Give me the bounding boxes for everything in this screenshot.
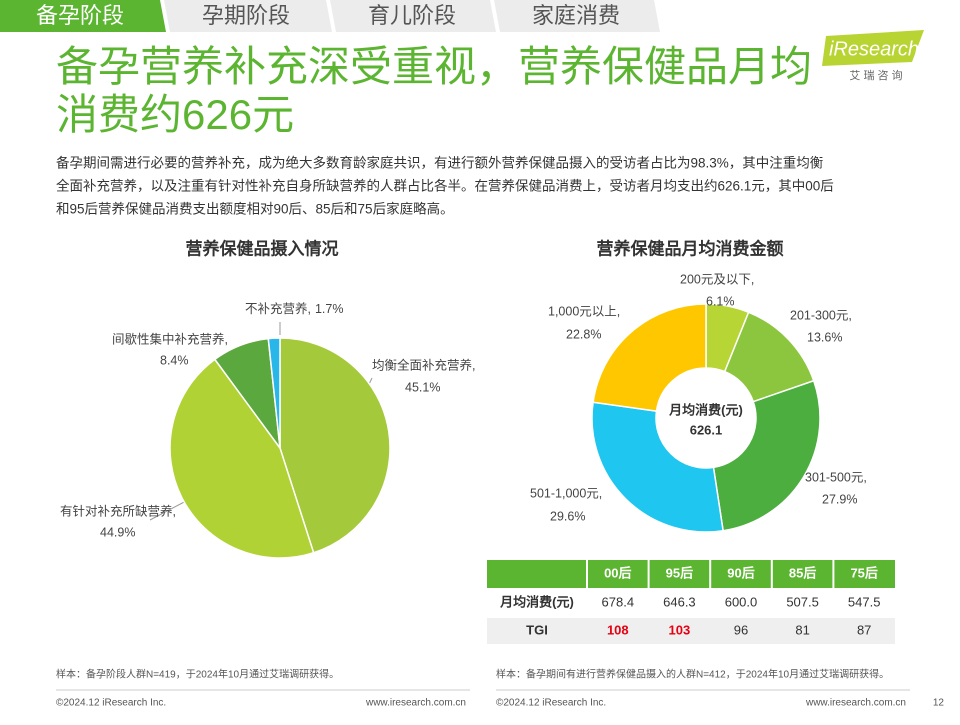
- table-cell: 507.5: [786, 594, 819, 609]
- note: 样本：备孕阶段人群N=419，于2024年10月通过艾瑞调研获得。: [56, 668, 339, 681]
- chart-title: 营养保健品摄入情况: [186, 238, 339, 258]
- table-cell: 87: [857, 622, 871, 637]
- value-label: 6.1%: [706, 294, 735, 308]
- category-label: 1,000元以上,: [548, 304, 620, 318]
- note: 样本：备孕期间有进行营养保健品摄入的人群N=412，于2024年10月通过艾瑞调…: [496, 668, 889, 681]
- pie-slice: [169, 358, 315, 559]
- paragraph: 全面补充营养，以及注重有针对性补充自身所缺营养的人群占比各半。在营养保健品消费上…: [56, 178, 834, 194]
- tab[interactable]: [330, 0, 496, 32]
- pie-slice: [712, 379, 821, 532]
- tab-label[interactable]: 家庭消费: [532, 3, 620, 28]
- tab[interactable]: [494, 0, 660, 32]
- table-header: 75后: [850, 565, 877, 580]
- pie-slice: [591, 401, 724, 533]
- copyright: ©2024.12 iResearch Inc.: [496, 698, 606, 709]
- category-label: 有针对补充所缺营养,: [60, 503, 176, 518]
- paragraph: 和95后营养保健品消费支出额度相对90后、85后和75后家庭略高。: [56, 201, 454, 217]
- logo-shape: [822, 30, 924, 66]
- title: 备孕营养补充深受重视，营养保健品月均: [56, 43, 812, 90]
- table-cell: 108: [607, 622, 629, 637]
- value-label: 29.6%: [550, 509, 585, 523]
- table-cell: 646.3: [663, 594, 696, 609]
- chart-title: 营养保健品月均消费金额: [597, 238, 784, 258]
- table-row-bg: [487, 590, 895, 616]
- tab-label[interactable]: 育儿阶段: [368, 3, 456, 28]
- pie-slice: [592, 303, 707, 412]
- tab-label[interactable]: 备孕阶段: [36, 3, 124, 28]
- value-label: 44.9%: [100, 525, 135, 539]
- leader-line: [149, 499, 189, 521]
- pie-slice: [279, 337, 391, 554]
- value-label: 13.6%: [807, 330, 842, 344]
- table-header: 85后: [789, 565, 816, 580]
- paragraph: 备孕期间需进行必要的营养补充，成为绝大多数育龄家庭共识，有进行额外营养保健品摄入…: [56, 155, 823, 171]
- center-label: 月均消费(元): [668, 402, 743, 417]
- tab-label[interactable]: 孕期阶段: [202, 3, 290, 28]
- category-label: 301-500元,: [805, 470, 867, 484]
- row-label: 月均消费(元): [499, 594, 574, 609]
- row-label: TGI: [526, 622, 548, 637]
- title: 消费约626元: [56, 91, 294, 138]
- table-row-bg: [487, 618, 895, 644]
- table-header: 00后: [604, 565, 631, 580]
- value-label: 22.8%: [566, 327, 601, 341]
- category-label: 501-1,000元,: [530, 486, 602, 500]
- center-label: 626.1: [690, 422, 723, 437]
- table-cell: 600.0: [725, 594, 758, 609]
- tab[interactable]: [164, 0, 332, 32]
- url: www.iresearch.com.cn: [365, 698, 466, 709]
- copyright: ©2024.12 iResearch Inc.: [56, 698, 166, 709]
- table-header: 95后: [666, 565, 693, 580]
- url: www.iresearch.com.cn: [805, 698, 906, 709]
- category-label: 不补充营养,: [245, 301, 311, 316]
- logo-sub: 艾 瑞 咨 询: [849, 68, 902, 82]
- category-label: 均衡全面补充营养,: [372, 357, 475, 372]
- tab-active[interactable]: [0, 0, 166, 32]
- table-cell: 81: [795, 622, 809, 637]
- table-header-bg: [487, 560, 895, 588]
- table-cell: 96: [734, 622, 748, 637]
- category-label: 201-300元,: [790, 308, 852, 322]
- category-label: 间歇性集中补充营养,: [112, 331, 228, 346]
- table-cell: 103: [669, 622, 691, 637]
- value-label: 8.4%: [160, 353, 189, 367]
- value-label: 45.1%: [405, 380, 440, 394]
- table-cell: 678.4: [602, 594, 635, 609]
- pie-slice: [267, 337, 281, 449]
- category-label: 200元及以下,: [680, 272, 754, 286]
- value-label: 27.9%: [822, 492, 857, 506]
- value-label: 1.7%: [315, 302, 344, 316]
- table-header: 90后: [727, 565, 754, 580]
- slice-label: 不补充营养, 1.7%: [245, 301, 343, 316]
- logo-text: iResearch: [829, 38, 919, 60]
- table-cell: 547.5: [848, 594, 881, 609]
- page-number: 12: [933, 698, 945, 709]
